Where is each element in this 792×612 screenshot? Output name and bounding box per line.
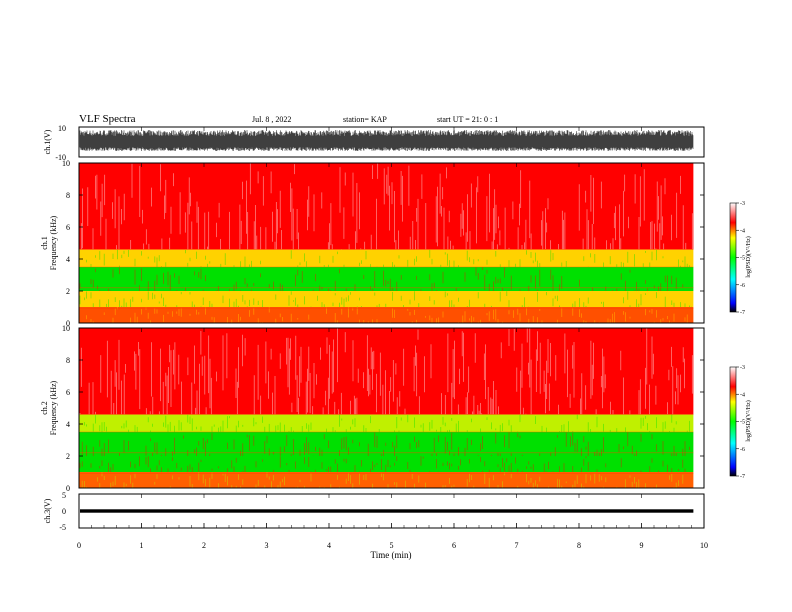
- ch2-colorbar-ticks: -3 -4 -5 -6 -7: [736, 365, 745, 480]
- ch3-ytick-bottom: -5: [59, 523, 66, 532]
- spectrogram-band: [79, 328, 694, 415]
- ch3-waveform-band: [80, 509, 694, 513]
- ch1-spectrogram-yticks: 0 2 4 6 8 10: [62, 159, 704, 328]
- date-label: Jul. 8 , 2022: [252, 115, 291, 124]
- colorbar-tick-label: -3: [740, 365, 745, 371]
- ch1-channel-label: ch.1: [40, 236, 49, 250]
- ch1-waveform-path: [79, 130, 694, 151]
- ytick-label: 2: [66, 452, 70, 461]
- ytick-label: 4: [66, 420, 70, 429]
- ch3-waveform-trace: [80, 509, 694, 513]
- colorbar-tick-label: -7: [740, 310, 745, 316]
- spectrogram-texture: [80, 163, 693, 250]
- spectrogram-texture: [79, 328, 693, 415]
- xtick-label: 2: [202, 541, 206, 550]
- ch1-spectrogram-image: [79, 163, 694, 323]
- ch1-waveform-ylabel: ch.1(V): [43, 129, 52, 154]
- xtick-label: 4: [327, 541, 331, 550]
- xtick-label: 9: [640, 541, 644, 550]
- ch2-frequency-ylabel: Frequency (kHz): [49, 380, 58, 435]
- spectrogram-texture: [84, 414, 690, 432]
- ytick-label: 8: [66, 191, 70, 200]
- colorbar-tick-label: -5: [740, 420, 745, 426]
- spectrogram-texture: [86, 249, 690, 267]
- ch3-waveform-ylabel: ch.3(V): [43, 498, 52, 523]
- ytick-label: 2: [66, 287, 70, 296]
- time-axis-label: Time (min): [371, 550, 412, 560]
- figure-title: VLF Spectra: [79, 113, 136, 125]
- xtick-label: 1: [140, 541, 144, 550]
- ch2-colorbar-label: log(PSD)(V²/Hz): [745, 400, 752, 441]
- ch1-waveform-trace: [79, 130, 694, 151]
- colorbar-tick-label: -7: [740, 474, 745, 480]
- spectrogram-band: [79, 472, 694, 488]
- xtick-label: 0: [77, 541, 81, 550]
- xtick-label: 8: [577, 541, 581, 550]
- ch1-colorbar-gradient: [729, 202, 737, 313]
- ch1-frequency-ylabel: Frequency (kHz): [49, 215, 58, 270]
- spectrogram-band: [79, 291, 694, 307]
- ch2-channel-label: ch.2: [40, 401, 49, 415]
- colorbar-tick-label: -4: [740, 228, 745, 234]
- spectrogram-band: [79, 432, 694, 456]
- ch2-colorbar: -3 -4 -5 -6 -7 log(PSD)(V²/Hz): [729, 365, 752, 480]
- spectrogram-texture: [81, 432, 690, 456]
- xtick-label: 6: [452, 541, 456, 550]
- ytick-label: 10: [62, 324, 70, 333]
- ch2-spectrogram-yticks: 0 2 4 6 8 10: [62, 324, 704, 493]
- ch1-colorbar-ticks: -3 -4 -5 -6 -7: [736, 201, 745, 316]
- ytick-label: 6: [66, 388, 70, 397]
- ch1-ytick-top: 10: [58, 124, 66, 133]
- ch2-spectrogram-panel: 0 2 4 6 8 10 ch.2 Frequency (kHz) -3 -4 -5 -6 -7 …: [40, 324, 752, 493]
- ch1-waveform-panel: 10 -10 ch.1(V): [43, 124, 705, 162]
- spectrogram-texture: [79, 291, 692, 307]
- colorbar-tick-label: -6: [740, 283, 745, 289]
- xtick-label: 3: [265, 541, 269, 550]
- spectrogram-band: [79, 414, 694, 432]
- spectrogram-texture: [79, 456, 686, 472]
- spectrogram-band: [79, 456, 694, 472]
- xtick-label: 5: [390, 541, 394, 550]
- time-axis-ticks: 0 1 2 3 4 5 6 7 8 9 10: [77, 127, 708, 550]
- ch1-colorbar-label: log(PSD)(V²/Hz): [745, 236, 752, 277]
- figure-header: VLF Spectra Jul. 8 , 2022 station= KAP s…: [79, 113, 498, 125]
- spectrogram-band: [79, 267, 694, 291]
- xtick-label: 10: [700, 541, 708, 550]
- spectrogram-texture: [81, 472, 684, 488]
- spectrogram-band: [79, 307, 694, 323]
- xtick-label: 7: [515, 541, 519, 550]
- ch3-waveform-panel: 5 0 -5 ch.3(V) 0 1 2 3 4 5 6 7 8 9 10 Time (min): [43, 127, 708, 560]
- ytick-label: 10: [62, 159, 70, 168]
- spectrogram-band: [79, 249, 694, 267]
- colorbar-tick-label: -5: [740, 256, 745, 262]
- ytick-label: 4: [66, 255, 70, 264]
- ch3-ytick-top: 5: [62, 491, 66, 500]
- ytick-label: 0: [66, 319, 70, 328]
- ytick-label: 0: [66, 484, 70, 493]
- ch3-ytick-zero: 0: [62, 507, 66, 516]
- ch1-spectrogram-panel: 0 2 4 6 8 10 ch.1 Frequency (kHz) -3 -4 -5 -6 -7 …: [40, 159, 752, 328]
- colorbar-tick-label: -3: [740, 201, 745, 207]
- ytick-label: 6: [66, 223, 70, 232]
- station-label: station= KAP: [343, 115, 387, 124]
- ch2-colorbar-gradient: [729, 366, 737, 477]
- ch2-spectrogram-image: [79, 328, 694, 488]
- ch1-ytick-bottom: -10: [55, 153, 66, 162]
- colorbar-tick-label: -6: [740, 447, 745, 453]
- ch1-colorbar: -3 -4 -5 -6 -7 log(PSD)(V²/Hz): [729, 201, 752, 316]
- start-time-label: start UT = 21: 0 : 1: [437, 115, 498, 124]
- ytick-label: 8: [66, 356, 70, 365]
- colorbar-tick-label: -4: [740, 392, 745, 398]
